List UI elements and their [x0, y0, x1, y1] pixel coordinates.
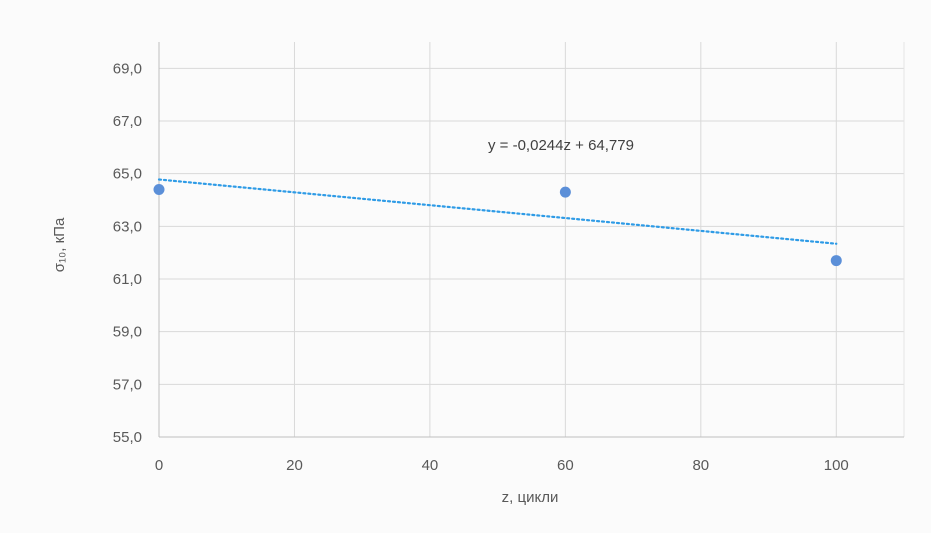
x-tick-label: 100: [824, 457, 849, 474]
data-point: [559, 186, 571, 198]
y-tick-label: 69,0: [113, 60, 142, 77]
data-points: [153, 183, 842, 267]
x-tick-label: 80: [692, 457, 709, 474]
grid: [159, 42, 905, 437]
x-tick-label: 60: [557, 457, 574, 474]
x-tick-label: 0: [155, 457, 163, 474]
trendline-layer: [157, 178, 838, 245]
labels: y = -0,0244z + 64,779 z, цикли σ₁₀, кПа: [51, 137, 634, 506]
x-tick-label: 20: [286, 457, 303, 474]
y-tick-label: 67,0: [113, 113, 142, 130]
data-point: [153, 183, 165, 195]
y-tick-label: 63,0: [113, 218, 142, 235]
x-axis-title: z, цикли: [502, 489, 559, 506]
y-tick-label: 59,0: [113, 324, 142, 341]
y-axis-title: σ₁₀, кПа: [51, 217, 68, 272]
data-point: [830, 255, 842, 267]
y-tick-label: 55,0: [113, 429, 142, 446]
axes: 55,0 57,0 59,0 61,0 63,0 65,0 67,0 69,0 0 20 40 60 8…: [113, 42, 904, 474]
y-tick-label: 65,0: [113, 166, 142, 183]
y-tick-label: 57,0: [113, 376, 142, 393]
x-tick-label: 40: [422, 457, 439, 474]
y-tick-label: 61,0: [113, 271, 142, 288]
trendline: [157, 178, 838, 245]
trendline-equation: y = -0,0244z + 64,779: [488, 137, 634, 154]
